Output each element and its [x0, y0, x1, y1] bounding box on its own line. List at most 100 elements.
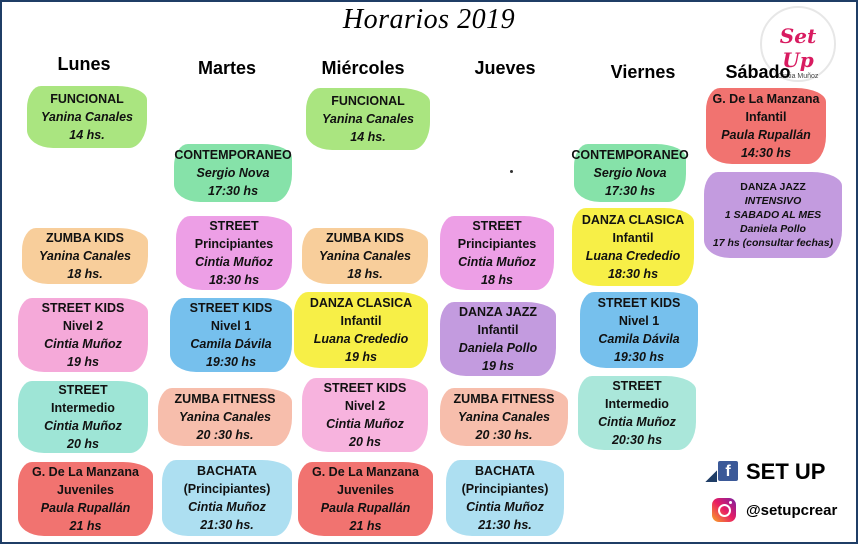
class-detail: Juveniles — [337, 483, 394, 497]
class-detail: Infantil — [340, 314, 382, 328]
class-block-martes-bachata: BACHATA (Principiantes) Cintia Muñoz 21:30 … — [162, 460, 292, 536]
facebook-label: SET UP — [746, 459, 826, 484]
class-block-viernes-danza-clasica: DANZA CLASICA Infantil Luana Crededio 18:30… — [572, 208, 694, 286]
paint-swatch — [572, 208, 694, 286]
facebook-icon: ◢ f — [706, 461, 738, 483]
class-name: STREET KIDS — [323, 381, 407, 395]
class-time: 19 hs — [345, 350, 377, 364]
class-time: 14 hs. — [69, 128, 105, 142]
paint-swatch — [302, 228, 428, 284]
class-block-sabado-gym: G. De La Manzana Infantil Paula Rupallán 14… — [706, 88, 826, 164]
paint-swatch — [162, 460, 292, 536]
class-block-jueves-zumba-fitness: ZUMBA FITNESS Yanina Canales 20 :30 hs. — [440, 388, 568, 446]
class-time: 19:30 hs — [613, 350, 665, 364]
class-time: 18:30 hs — [208, 273, 260, 287]
paint-swatch — [440, 302, 556, 376]
class-time: 20 hs — [349, 435, 381, 449]
page-title: Horarios 2019 — [342, 4, 516, 35]
class-detail: Infantil — [745, 110, 787, 124]
paint-swatch — [174, 144, 292, 202]
class-detail: Yanina Canales — [41, 110, 133, 124]
class-detail: Cintia Muñoz — [44, 337, 122, 351]
paint-swatch — [298, 462, 433, 536]
paint-swatch — [306, 88, 430, 150]
class-block-viernes-street-kids: STREET KIDS Nivel 1 Camila Dávila 19:30 hs — [580, 292, 698, 368]
class-name: FUNCIONAL — [331, 94, 405, 108]
class-detail: Yanina Canales — [319, 249, 411, 263]
class-detail: Infantil — [612, 231, 654, 245]
class-block-jueves-street: STREET Principiantes Cintia Muñoz 18 hs — [440, 216, 554, 290]
class-detail: Infantil — [477, 323, 519, 337]
class-name: ZUMBA KIDS — [325, 231, 404, 245]
paint-swatch — [302, 378, 428, 452]
class-block-martes-zumba-fitness: ZUMBA FITNESS Yanina Canales 20 :30 hs. — [158, 388, 292, 446]
class-detail: Sergio Nova — [196, 166, 270, 180]
class-time: 21:30 hs. — [478, 518, 532, 532]
paint-swatch — [18, 462, 153, 536]
class-detail: 1 SABADO AL MES — [724, 209, 822, 221]
class-time: 18:30 hs — [607, 267, 659, 281]
facebook-link[interactable]: ◢ f SET UP — [706, 459, 825, 485]
class-block-sabado-danza-jazz: DANZA JAZZ INTENSIVO 1 SABADO AL MES Daniel… — [704, 172, 842, 258]
paint-swatch — [27, 86, 147, 148]
paint-swatch — [294, 292, 428, 368]
instagram-link[interactable]: @setupcrear — [712, 498, 837, 522]
paint-swatch — [704, 172, 842, 258]
day-header-miercoles: Miércoles — [321, 58, 405, 78]
class-name: CONTEMPORANEO — [174, 148, 292, 162]
class-detail: Nivel 1 — [618, 314, 660, 328]
class-name: G. De La Manzana — [312, 465, 419, 479]
class-name: FUNCIONAL — [50, 92, 124, 106]
class-time: 21 hs — [349, 519, 382, 533]
class-detail: Cintia Muñoz — [195, 255, 273, 269]
class-name: BACHATA — [197, 464, 257, 478]
class-detail: INTENSIVO — [744, 195, 802, 207]
class-name: DANZA JAZZ — [458, 305, 537, 319]
class-name: ZUMBA FITNESS — [174, 392, 276, 406]
class-detail: Yanina Canales — [39, 249, 131, 263]
class-time: 21 hs — [69, 519, 102, 533]
class-time: 19 hs — [67, 355, 99, 369]
paint-swatch — [578, 376, 696, 450]
class-time: 18 hs. — [67, 267, 103, 281]
class-time: 19 hs — [482, 359, 514, 373]
class-block-miercoles-funcional: FUNCIONAL Yanina Canales 14 hs. — [306, 88, 430, 150]
paint-swatch — [158, 388, 292, 446]
class-detail: Luana Crededio — [313, 332, 409, 346]
class-name: G. De La Manzana — [32, 465, 139, 479]
paint-swatch — [176, 216, 292, 290]
paint-swatch — [446, 460, 564, 536]
class-block-jueves-bachata: BACHATA (Principiantes) Cintia Muñoz 21:30 … — [446, 460, 564, 536]
class-name: G. De La Manzana — [712, 92, 820, 106]
class-time: 17:30 hs — [207, 184, 259, 198]
class-block-lunes-zumba-kids: ZUMBA KIDS Yanina Canales 18 hs. — [22, 228, 148, 284]
class-block-lunes-street-kids: STREET KIDS Nivel 2 Cintia Muñoz 19 hs — [18, 298, 148, 372]
class-block-miercoles-street-kids: STREET KIDS Nivel 2 Cintia Muñoz 20 hs — [302, 378, 428, 452]
class-detail: Paula Rupallán — [320, 501, 411, 515]
class-block-miercoles-zumba-kids: ZUMBA KIDS Yanina Canales 18 hs. — [302, 228, 428, 284]
class-time: 20 :30 hs. — [475, 428, 533, 442]
brand-logo-subtitle: Cintia Muñoz — [777, 73, 819, 80]
day-header-lunes: Lunes — [57, 54, 111, 74]
paint-swatch — [18, 298, 148, 372]
class-detail: Intermedio — [51, 401, 115, 415]
class-name: STREET KIDS — [41, 301, 125, 315]
class-detail: Camila Dávila — [598, 332, 680, 346]
stray-dot — [510, 170, 513, 173]
class-detail: Nivel 2 — [62, 319, 104, 333]
class-block-martes-contemporaneo: CONTEMPORANEO Sergio Nova 17:30 hs — [174, 144, 292, 202]
class-detail: Sergio Nova — [593, 166, 667, 180]
class-detail: Cintia Muñoz — [458, 255, 536, 269]
paint-swatch — [574, 144, 686, 202]
class-name: STREET KIDS — [597, 296, 681, 310]
class-detail: Cintia Muñoz — [466, 500, 544, 514]
class-block-miercoles-danza-clasica: DANZA CLASICA Infantil Luana Crededio 19 hs — [294, 292, 428, 368]
class-time: 17 hs (consultar fechas) — [712, 237, 834, 249]
class-time: 20 hs — [67, 437, 99, 451]
class-block-lunes-gym: G. De La Manzana Juveniles Paula Rupallán 2… — [18, 462, 153, 536]
class-block-martes-street: STREET Principiantes Cintia Muñoz 18:30 hs — [176, 216, 292, 290]
class-detail: Cintia Muñoz — [598, 415, 676, 429]
class-time: 14 hs. — [350, 130, 386, 144]
class-detail: Luana Crededio — [585, 249, 681, 263]
class-time: 20 :30 hs. — [196, 428, 254, 442]
